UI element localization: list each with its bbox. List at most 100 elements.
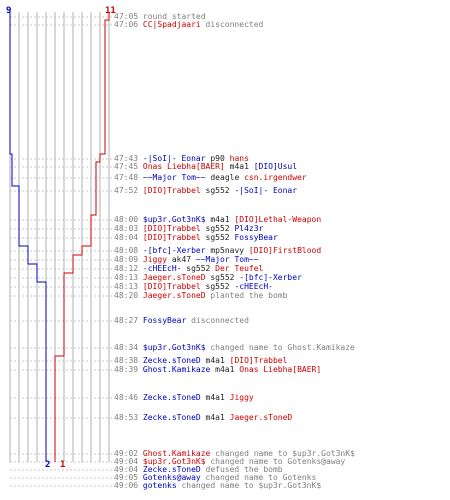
event-line: 48:20 Jaeger.sToneD planted the bomb	[114, 291, 287, 300]
red-team-start-count: 11	[105, 6, 116, 16]
player-name: -cHEEcH-	[234, 282, 273, 291]
player-name: FossyBear	[234, 233, 278, 242]
player-name: Jaeger.sToneD	[142, 273, 206, 282]
event-line: 48:39 Ghost.Kamikaze m4a1 Onas Liebha[BA…	[114, 365, 321, 374]
weapon-text: p90	[205, 154, 230, 163]
event-line: 48:34 $up3r.Got3nK$ changed name to Ghos…	[114, 343, 355, 352]
player-name: Jaeger.sToneD	[229, 413, 293, 422]
player-name: $up3r.Got3nK$	[142, 215, 206, 224]
player-name: [DIO]Usul	[253, 162, 298, 171]
event-time: 49:04	[114, 457, 139, 466]
player-name: hans	[229, 154, 249, 163]
weapon-text: sg552	[200, 224, 235, 233]
player-name: Jaeger.sToneD	[142, 291, 206, 300]
weapon-text: mp5navy	[205, 246, 249, 255]
event-time: 48:03	[114, 224, 139, 233]
event-line: 49:04 Zecke.sToneD defused the bomb	[114, 465, 283, 474]
event-text: round started	[142, 12, 206, 21]
event-time: 48:53	[114, 413, 139, 422]
event-line: 47:06 CC|Spadjaari disconnected	[114, 20, 263, 29]
red-team-end-count: 1	[60, 460, 66, 470]
weapon-text: m4a1	[224, 162, 254, 171]
event-line: 47:43 -|SoI|- Eonar p90 hans	[114, 154, 249, 163]
player-name: Ghost.Kamikaze	[142, 449, 211, 458]
player-name: -[bfc]-Xerber	[239, 273, 302, 282]
player-name: Zecke.sToneD	[142, 413, 201, 422]
player-name: Pl4z3r	[234, 224, 264, 233]
player-name: Zecke.sToneD	[142, 465, 201, 474]
event-line: 47:48 ~~Major Tom~~ deagle csn.irgendwer	[114, 173, 307, 182]
event-time: 47:43	[114, 154, 139, 163]
event-time: 47:52	[114, 186, 139, 195]
event-line: 48:00 $up3r.Got3nK$ m4a1 [DIO]Lethal-Wea…	[114, 215, 321, 224]
player-name: ~~Major Tom~~	[142, 173, 206, 182]
event-time: 47:45	[114, 162, 139, 171]
event-time: 48:08	[114, 246, 139, 255]
player-name: -|SoI|- Eonar	[234, 186, 298, 195]
event-line: 48:08 -[bfc]-Xerber mp5navy [DIO]FirstBl…	[114, 246, 321, 255]
blue-team-end-count: 2	[45, 460, 51, 470]
event-line: 49:02 Ghost.Kamikaze changed name to $up…	[114, 449, 355, 458]
event-line: 48:46 Zecke.sToneD m4a1 Jiggy	[114, 393, 254, 402]
event-time: 47:48	[114, 173, 139, 182]
event-text: defused the bomb	[200, 465, 283, 474]
player-name: Der Teufel	[215, 264, 264, 273]
event-text: planted the bomb	[205, 291, 288, 300]
weapon-text: sg552	[205, 273, 240, 282]
event-line: 48:04 [DIO]Trabbel sg552 FossyBear	[114, 233, 278, 242]
player-name: -[bfc]-Xerber	[142, 246, 206, 255]
event-text: disconnected	[200, 20, 264, 29]
weapon-text: sg552	[200, 282, 235, 291]
event-text: changed name to Gotenks	[200, 473, 317, 482]
player-name: [DIO]Lethal-Weapon	[234, 215, 322, 224]
player-name: Jiggy	[142, 255, 168, 264]
event-time: 49:04	[114, 465, 139, 474]
event-time: 48:13	[114, 282, 139, 291]
player-name: [DIO]FirstBlood	[248, 246, 322, 255]
event-line: 48:53 Zecke.sToneD m4a1 Jaeger.sToneD	[114, 413, 292, 422]
event-time: 49:05	[114, 473, 139, 482]
event-time: 48:27	[114, 316, 139, 325]
player-name: Onas Liebha[BAER]	[239, 365, 322, 374]
event-line: 48:38 Zecke.sToneD m4a1 [DIO]Trabbel	[114, 356, 287, 365]
player-name: Zecke.sToneD	[142, 356, 201, 365]
weapon-text: sg552	[200, 233, 235, 242]
red-team-line	[54, 12, 110, 462]
event-line: 47:52 [DIO]Trabbel sg552 -|SoI|- Eonar	[114, 186, 297, 195]
event-line: 48:03 [DIO]Trabbel sg552 Pl4z3r	[114, 224, 263, 233]
player-name: CC|Spadjaari	[142, 20, 201, 29]
player-name: Jiggy	[229, 393, 254, 402]
weapon-text: m4a1	[205, 215, 235, 224]
event-line: 48:13 [DIO]Trabbel sg552 -cHEEcH-	[114, 282, 273, 291]
event-time: 48:13	[114, 273, 139, 282]
weapon-text: deagle	[205, 173, 245, 182]
weapon-text: m4a1	[200, 393, 230, 402]
event-time: 48:34	[114, 343, 139, 352]
event-time: 47:05	[114, 12, 139, 21]
player-name: Onas Liebha[BAER]	[142, 162, 225, 171]
player-name: -|SoI|- Eonar	[142, 154, 206, 163]
event-text: changed name to Ghost.Kamikaze	[205, 343, 355, 352]
event-time: 48:12	[114, 264, 139, 273]
event-time: 48:20	[114, 291, 139, 300]
player-name: [DIO]Trabbel	[142, 233, 201, 242]
player-name: Gotenks@away	[142, 473, 201, 482]
event-line: 47:05 round started	[114, 12, 206, 21]
player-name: Zecke.sToneD	[142, 393, 201, 402]
event-time: 48:00	[114, 215, 139, 224]
event-text: changed name to $up3r.Got3nK$	[176, 481, 322, 490]
event-line: 49:05 Gotenks@away changed name to Goten…	[114, 473, 316, 482]
event-time: 49:06	[114, 481, 139, 490]
player-name: [DIO]Trabbel	[142, 186, 201, 195]
weapon-text: m4a1	[200, 413, 230, 422]
weapon-text: sg552	[200, 186, 235, 195]
event-time: 49:02	[114, 449, 139, 458]
event-time: 48:39	[114, 365, 139, 374]
event-time: 48:09	[114, 255, 139, 264]
player-name: Ghost.Kamikaze	[142, 365, 211, 374]
player-name: gotenks	[142, 481, 177, 490]
event-time: 48:46	[114, 393, 139, 402]
player-name: $up3r.Got3nK$	[142, 457, 206, 466]
event-text: changed name to $up3r.Got3nK$	[210, 449, 355, 458]
